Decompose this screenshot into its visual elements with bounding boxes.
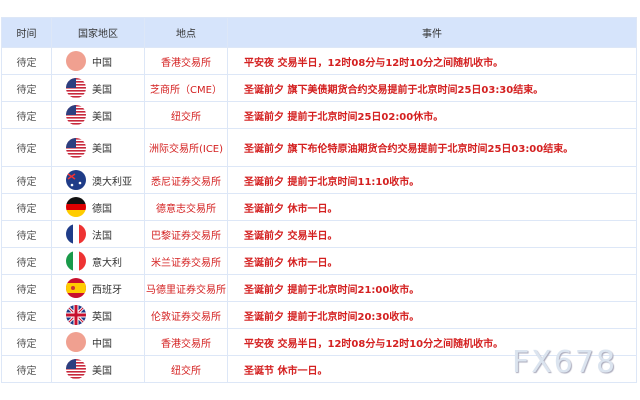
header-time: 时间	[1, 17, 52, 48]
country-cell: 澳大利亚	[51, 166, 145, 194]
header-event: 事件	[227, 17, 637, 48]
country-cell: 意大利	[51, 247, 145, 275]
table-header: 时间 国家地区 地点 事件	[1, 17, 637, 48]
country-cell: 中国	[51, 328, 145, 356]
time-cell: 待定	[1, 274, 52, 302]
table-row: 待定 意大利 米兰证券交易所 圣诞前夕 休市一日。	[1, 247, 637, 275]
location-cell: 纽交所	[144, 355, 228, 383]
time-cell: 待定	[1, 301, 52, 329]
spain-flag-icon	[66, 278, 86, 298]
location-cell: 香港交易所	[144, 47, 228, 75]
location-cell: 马德里证券交易所	[144, 274, 228, 302]
country-name: 美国	[92, 111, 112, 123]
country-cell: 德国	[51, 193, 145, 221]
event-cell: 平安夜 交易半日，12时08分与12时10分之间随机收市。	[227, 47, 637, 75]
event-cell: 圣诞前夕 旗下美债期货合约交易提前于北京时间25日03:30结束。	[227, 74, 637, 102]
time-cell: 待定	[1, 128, 52, 167]
country-name: 美国	[92, 84, 112, 96]
table-row: 待定 西班牙 马德里证券交易所 圣诞前夕 提前于北京时间21:00收市。	[1, 274, 637, 302]
location-cell: 洲际交易所(ICE)	[144, 128, 228, 167]
country-name: 意大利	[92, 257, 122, 269]
table-row: 待定 美国 洲际交易所(ICE) 圣诞前夕 旗下布伦特原油期货合约交易提前于北京…	[1, 128, 637, 167]
event-cell: 圣诞前夕 休市一日。	[227, 247, 637, 275]
country-cell: 中国	[51, 47, 145, 75]
country-name: 英国	[92, 311, 112, 323]
table-row: 待定 美国 纽交所 圣诞节 休市一日。	[1, 355, 637, 383]
china-flag-icon	[66, 51, 86, 71]
event-cell: 圣诞前夕 旗下布伦特原油期货合约交易提前于北京时间25日03:00结束。	[227, 128, 637, 167]
country-name: 中国	[92, 338, 112, 350]
table-row: 待定 澳大利亚 悉尼证券交易所 圣诞前夕 提前于北京时间11:10收市。	[1, 166, 637, 194]
table-row: 待定 美国 芝商所（CME） 圣诞前夕 旗下美债期货合约交易提前于北京时间25日…	[1, 74, 637, 102]
table-row: 待定 美国 纽交所 圣诞前夕 提前于北京时间25日02:00休市。	[1, 101, 637, 129]
country-name: 美国	[92, 365, 112, 377]
event-cell: 圣诞前夕 提前于北京时间20:30收市。	[227, 301, 637, 329]
time-cell: 待定	[1, 193, 52, 221]
time-cell: 待定	[1, 166, 52, 194]
country-cell: 美国	[51, 74, 145, 102]
location-cell: 悉尼证券交易所	[144, 166, 228, 194]
location-cell: 香港交易所	[144, 328, 228, 356]
holiday-schedule-table: 时间 国家地区 地点 事件 待定 中国 香港交易所 平安夜 交易半日，12时08…	[1, 17, 637, 383]
country-name: 中国	[92, 57, 112, 69]
country-cell: 西班牙	[51, 274, 145, 302]
australia-flag-icon	[66, 170, 86, 190]
header-country: 国家地区	[51, 17, 145, 48]
usa-flag-icon	[66, 105, 86, 125]
country-name: 西班牙	[92, 284, 122, 296]
location-cell: 德意志交易所	[144, 193, 228, 221]
time-cell: 待定	[1, 247, 52, 275]
location-cell: 米兰证券交易所	[144, 247, 228, 275]
country-cell: 美国	[51, 128, 145, 167]
usa-flag-icon	[66, 359, 86, 379]
location-cell: 芝商所（CME）	[144, 74, 228, 102]
country-name: 澳大利亚	[92, 176, 132, 188]
time-cell: 待定	[1, 74, 52, 102]
table-row: 待定 中国 香港交易所 平安夜 交易半日，12时08分与12时10分之间随机收市…	[1, 47, 637, 75]
country-name: 法国	[92, 230, 112, 242]
country-cell: 美国	[51, 101, 145, 129]
country-cell: 美国	[51, 355, 145, 383]
location-cell: 纽交所	[144, 101, 228, 129]
country-name: 德国	[92, 203, 112, 215]
table-row: 待定 英国 伦敦证券交易所 圣诞前夕 提前于北京时间20:30收市。	[1, 301, 637, 329]
time-cell: 待定	[1, 220, 52, 248]
event-cell: 圣诞前夕 交易半日。	[227, 220, 637, 248]
time-cell: 待定	[1, 328, 52, 356]
time-cell: 待定	[1, 355, 52, 383]
france-flag-icon	[66, 224, 86, 244]
event-cell: 圣诞节 休市一日。	[227, 355, 637, 383]
country-cell: 英国	[51, 301, 145, 329]
location-cell: 巴黎证券交易所	[144, 220, 228, 248]
germany-flag-icon	[66, 197, 86, 217]
uk-flag-icon	[66, 305, 86, 325]
event-cell: 圣诞前夕 提前于北京时间21:00收市。	[227, 274, 637, 302]
event-cell: 圣诞前夕 提前于北京时间25日02:00休市。	[227, 101, 637, 129]
time-cell: 待定	[1, 101, 52, 129]
country-cell: 法国	[51, 220, 145, 248]
italy-flag-icon	[66, 251, 86, 271]
country-name: 美国	[92, 144, 112, 155]
event-cell: 圣诞前夕 提前于北京时间11:10收市。	[227, 166, 637, 194]
usa-flag-icon	[66, 78, 86, 98]
usa-flag-icon	[66, 137, 86, 158]
table-row: 待定 法国 巴黎证券交易所 圣诞前夕 交易半日。	[1, 220, 637, 248]
table-row: 待定 德国 德意志交易所 圣诞前夕 休市一日。	[1, 193, 637, 221]
watermark-logo: FX678	[512, 345, 618, 380]
china-flag-icon	[66, 332, 86, 352]
time-cell: 待定	[1, 47, 52, 75]
event-cell: 圣诞前夕 休市一日。	[227, 193, 637, 221]
location-cell: 伦敦证券交易所	[144, 301, 228, 329]
header-location: 地点	[144, 17, 228, 48]
